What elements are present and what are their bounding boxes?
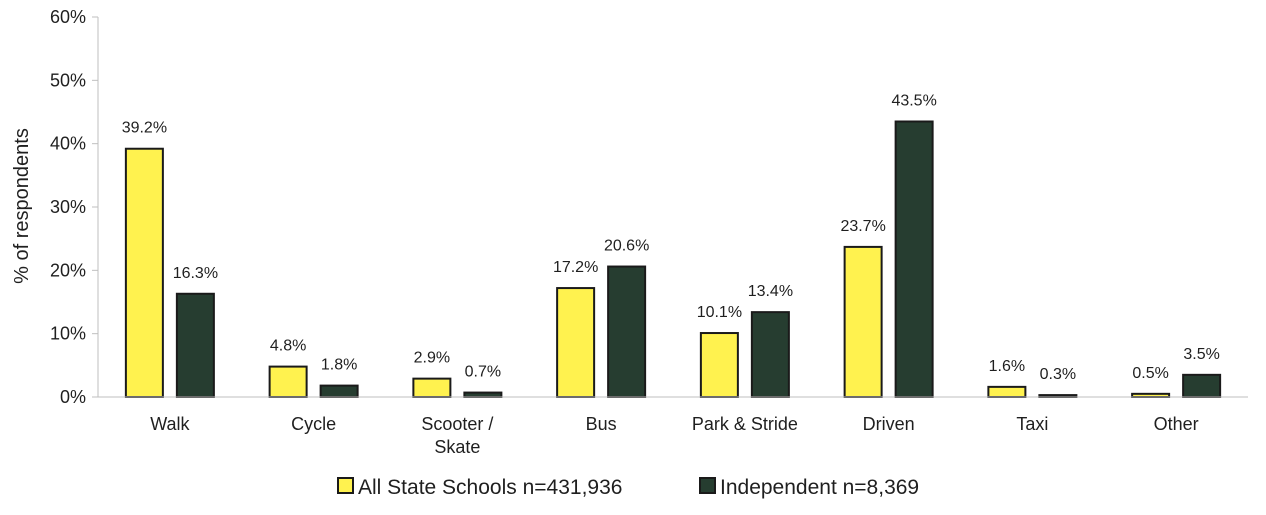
x-tick-label: Cycle [291,414,336,434]
legend: All State Schools n=431,936 Independent n… [337,476,919,499]
bar-independent [175,292,215,398]
bar-independent [750,311,790,398]
y-tick-label: 40% [50,134,86,154]
x-tick-label: Scooter / Skate [421,414,493,457]
y-tick-label: 20% [50,260,86,280]
x-tick-label: Driven [863,414,915,434]
x-tick-label: Taxi [1016,414,1048,434]
legend-swatch [337,477,354,494]
data-label: 20.6% [604,238,649,255]
y-axis-label: % of respondents [11,128,33,284]
data-label: 23.7% [840,218,885,235]
bar-state [268,365,308,399]
data-label: 1.6% [989,358,1025,375]
bar-state [843,245,883,398]
x-tick-label: Other [1154,414,1199,434]
bar-independent [319,384,359,399]
x-tick-label: Bus [586,414,617,434]
data-label: 10.1% [697,304,742,321]
y-tick-label: 30% [50,197,86,217]
y-tick-label: 0% [60,387,86,407]
y-tick-label: 50% [50,70,86,90]
bar-state [556,287,596,399]
bar-independent [1182,373,1222,399]
data-label: 13.4% [748,283,793,300]
data-labels: 39.2% 16.3% 4.8% 1.8% 2.9% 0.7% 17.2% 20.6% 10.1… [122,93,1220,384]
data-label: 3.5% [1183,346,1219,363]
data-label: 4.8% [270,338,306,355]
data-label: 17.2% [553,259,598,276]
bar-state [412,377,452,398]
x-tick-label: Park & Stride [692,414,798,434]
legend-label: Independent n=8,369 [720,476,919,499]
y-axis: 0% 10% 20% 30% 40% 50% 60% [50,7,99,407]
x-tick-label: Walk [150,414,190,434]
bars [124,120,1222,399]
data-label: 0.3% [1040,366,1076,383]
bar-state [124,147,164,398]
data-label: 2.9% [414,350,450,367]
bar-independent [607,265,647,398]
legend-label: All State Schools n=431,936 [358,476,622,499]
y-tick-label: 10% [50,324,86,344]
data-label: 0.7% [465,364,501,381]
data-label: 1.8% [321,357,357,374]
data-label: 16.3% [173,265,218,282]
x-axis: Walk Cycle Scooter / Skate Bus Park & Stride D… [98,396,1248,457]
bar-state [987,385,1027,399]
y-tick-label: 60% [50,7,86,27]
bar-independent [463,391,503,399]
bar-independent [894,120,934,398]
data-label: 0.5% [1132,365,1168,382]
bar-state [699,332,739,398]
data-label: 39.2% [122,120,167,137]
legend-swatch [699,477,716,494]
data-label: 43.5% [891,93,936,110]
